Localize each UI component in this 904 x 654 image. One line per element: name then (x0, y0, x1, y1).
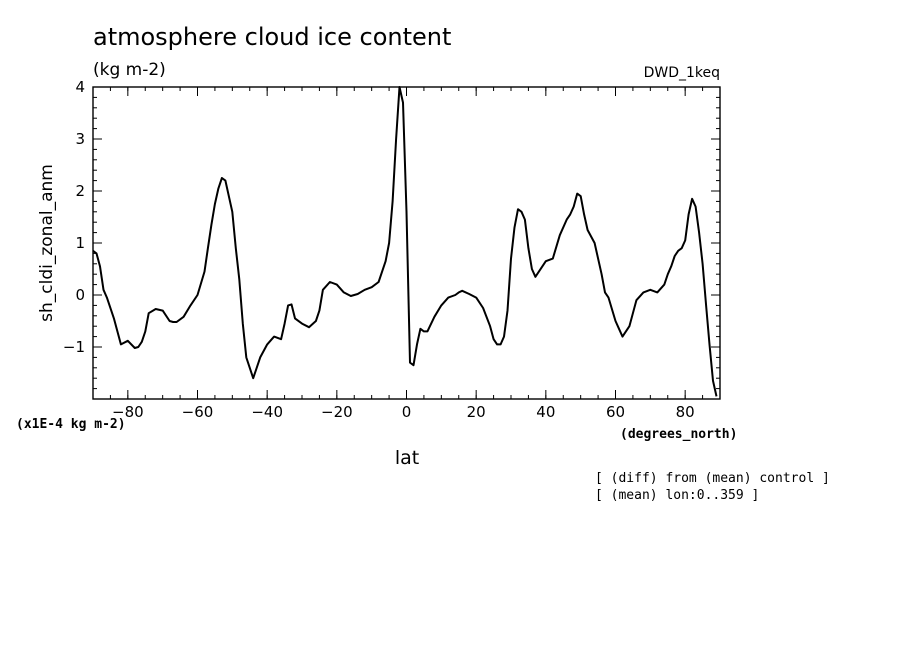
y-axis: −1 0 1 2 3 4 (63, 78, 720, 400)
x-tick-label: −40 (251, 403, 283, 421)
y-axis-label: sh_cldi_zonal_anm (37, 164, 57, 322)
series-layer (92, 86, 718, 397)
x-tick-label: 20 (467, 403, 486, 421)
chart-title: atmosphere cloud ice content (93, 23, 451, 51)
x-axis: −80 −60 −40 −20 0 20 40 60 80 (92, 87, 721, 421)
x-tick-label: 60 (606, 403, 625, 421)
x-axis-units: (degrees_north) (620, 427, 737, 442)
run-label: DWD_1keq (644, 65, 720, 81)
x-tick-label: 80 (676, 403, 695, 421)
y-tick-label: 2 (75, 182, 85, 200)
x-tick-label: 0 (402, 403, 412, 421)
x-axis-label: lat (395, 447, 419, 469)
y-tick-label: 4 (75, 78, 85, 96)
chart-units: (kg m-2) (93, 60, 166, 80)
x-tick-label: −20 (321, 403, 353, 421)
y-tick-label: 1 (75, 234, 85, 252)
series-line (92, 86, 718, 397)
annotation-mean: [ (mean) lon:0..359 ] (595, 488, 759, 503)
x-tick-label: 40 (536, 403, 555, 421)
x-tick-label: −60 (182, 403, 214, 421)
x-tick-label: −80 (112, 403, 144, 421)
y-tick-label: 3 (75, 130, 85, 148)
y-scale-note: (x1E-4 kg m-2) (16, 417, 126, 432)
y-tick-label: −1 (63, 338, 85, 356)
y-tick-label: 0 (75, 286, 85, 304)
annotation-diff: [ (diff) from (mean) control ] (595, 471, 830, 486)
